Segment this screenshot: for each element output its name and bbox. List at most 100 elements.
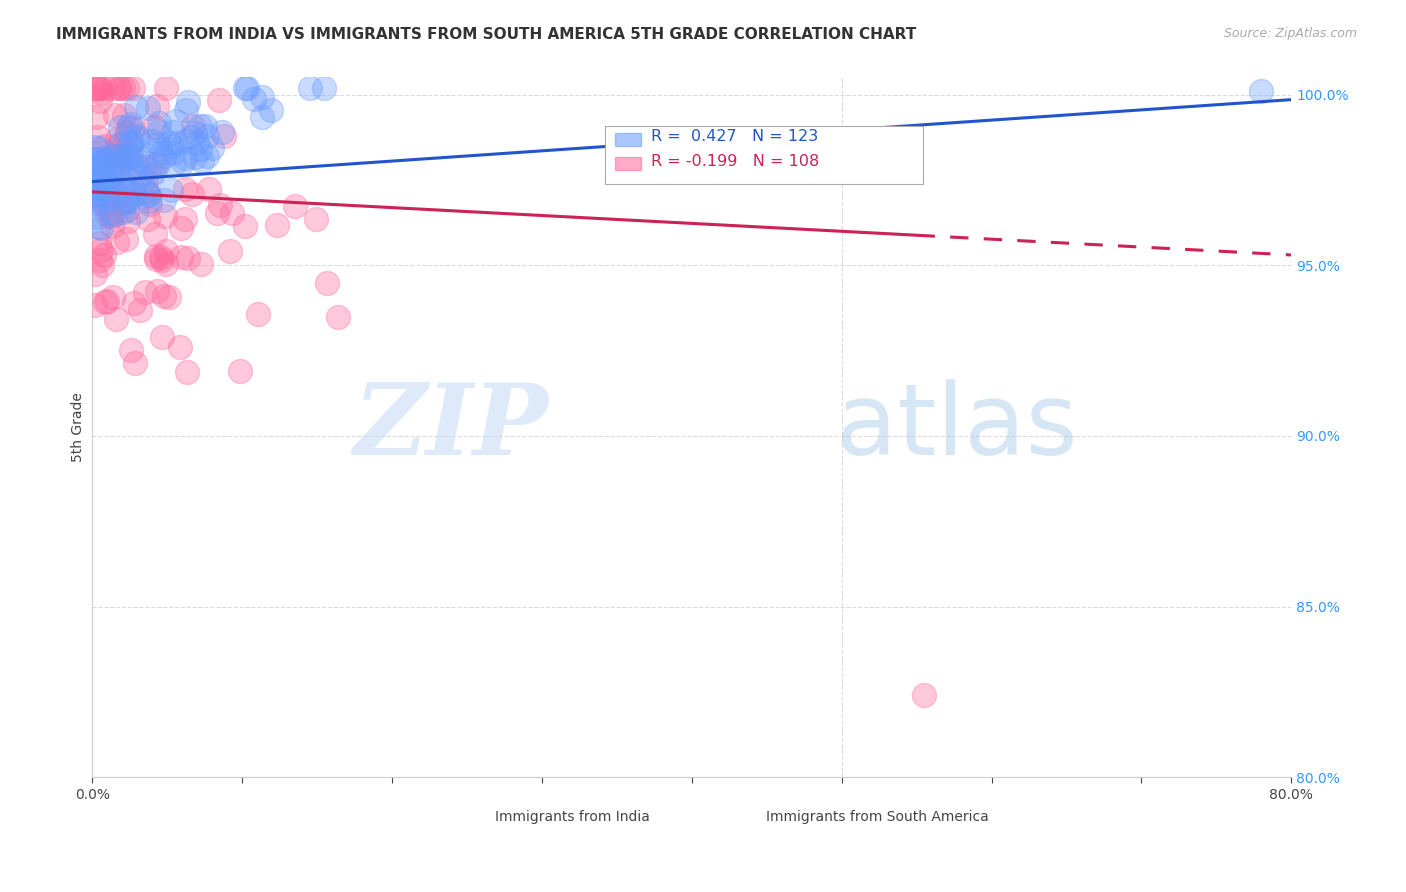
Point: [153, 289, 176, 303]
Point: [233, 219, 256, 234]
Point: [155, 244, 177, 258]
Point: [157, 136, 180, 151]
Point: [174, 182, 197, 196]
Point: [125, 100, 148, 114]
Point: [100, 211, 122, 225]
Point: [266, 218, 288, 232]
Point: [120, 150, 142, 164]
Point: [108, 80, 131, 95]
Point: [136, 186, 159, 200]
Point: [105, 235, 128, 250]
Point: [100, 206, 122, 220]
Point: [89, 157, 111, 171]
Point: [118, 120, 141, 135]
Point: [100, 182, 122, 196]
Point: [120, 117, 142, 131]
Point: [96, 208, 118, 222]
Point: [101, 166, 124, 180]
Point: [101, 290, 124, 304]
Point: [124, 356, 146, 370]
FancyBboxPatch shape: [458, 812, 484, 822]
Point: [115, 232, 138, 246]
Point: [117, 170, 139, 185]
Point: [115, 150, 138, 164]
Point: [100, 159, 122, 173]
Point: [148, 124, 170, 138]
Point: [176, 95, 198, 109]
Point: [141, 169, 163, 183]
Point: [86, 171, 108, 186]
Point: [138, 194, 160, 209]
Point: [195, 128, 218, 143]
Point: [84, 168, 107, 182]
Point: [169, 250, 191, 264]
Point: [136, 188, 159, 202]
Point: [84, 159, 107, 173]
Point: [94, 165, 117, 179]
Point: [174, 151, 197, 165]
Point: [84, 196, 107, 211]
Point: [200, 140, 222, 154]
Point: [108, 120, 131, 134]
Point: [110, 136, 132, 151]
Point: [115, 80, 138, 95]
Point: [153, 209, 176, 223]
Point: [134, 159, 156, 173]
Point: [84, 152, 107, 166]
Point: [162, 125, 184, 139]
Point: [150, 252, 173, 267]
Point: [129, 169, 152, 183]
Point: [284, 199, 307, 213]
Point: [153, 149, 176, 163]
Point: [145, 252, 167, 266]
Point: [180, 130, 202, 145]
Point: [122, 162, 145, 177]
Point: [125, 129, 148, 144]
Point: [145, 157, 167, 171]
Point: [112, 107, 135, 121]
Point: [138, 188, 160, 202]
Point: [176, 365, 198, 379]
Point: [146, 99, 169, 113]
Point: [114, 150, 136, 164]
Point: [326, 310, 349, 325]
Point: [87, 141, 110, 155]
Point: [89, 176, 111, 190]
Point: [150, 250, 173, 264]
Point: [136, 101, 159, 115]
Point: [243, 91, 266, 105]
Point: [163, 157, 186, 171]
Text: Immigrants from India: Immigrants from India: [495, 810, 650, 824]
Point: [195, 148, 218, 162]
Point: [98, 173, 121, 187]
Point: [90, 194, 112, 209]
Point: [111, 195, 134, 210]
Point: [105, 207, 128, 221]
Point: [89, 252, 111, 267]
Text: atlas: atlas: [835, 379, 1077, 476]
Point: [162, 146, 184, 161]
Point: [111, 194, 134, 209]
Point: [188, 142, 211, 156]
Point: [84, 110, 107, 124]
Point: [124, 145, 146, 160]
Text: R = -0.199   N = 108: R = -0.199 N = 108: [651, 154, 820, 169]
Point: [125, 205, 148, 219]
Point: [190, 257, 212, 271]
Point: [117, 194, 139, 209]
Point: [100, 161, 122, 176]
Point: [98, 181, 121, 195]
Point: [181, 119, 204, 133]
Point: [194, 119, 217, 133]
Point: [120, 136, 142, 151]
Point: [145, 249, 167, 263]
Point: [96, 153, 118, 168]
Point: [120, 136, 142, 150]
Point: [169, 340, 191, 354]
Point: [152, 193, 174, 207]
Point: [115, 202, 138, 217]
Point: [90, 220, 112, 235]
FancyBboxPatch shape: [728, 812, 754, 822]
Point: [89, 153, 111, 167]
Point: [912, 689, 935, 703]
